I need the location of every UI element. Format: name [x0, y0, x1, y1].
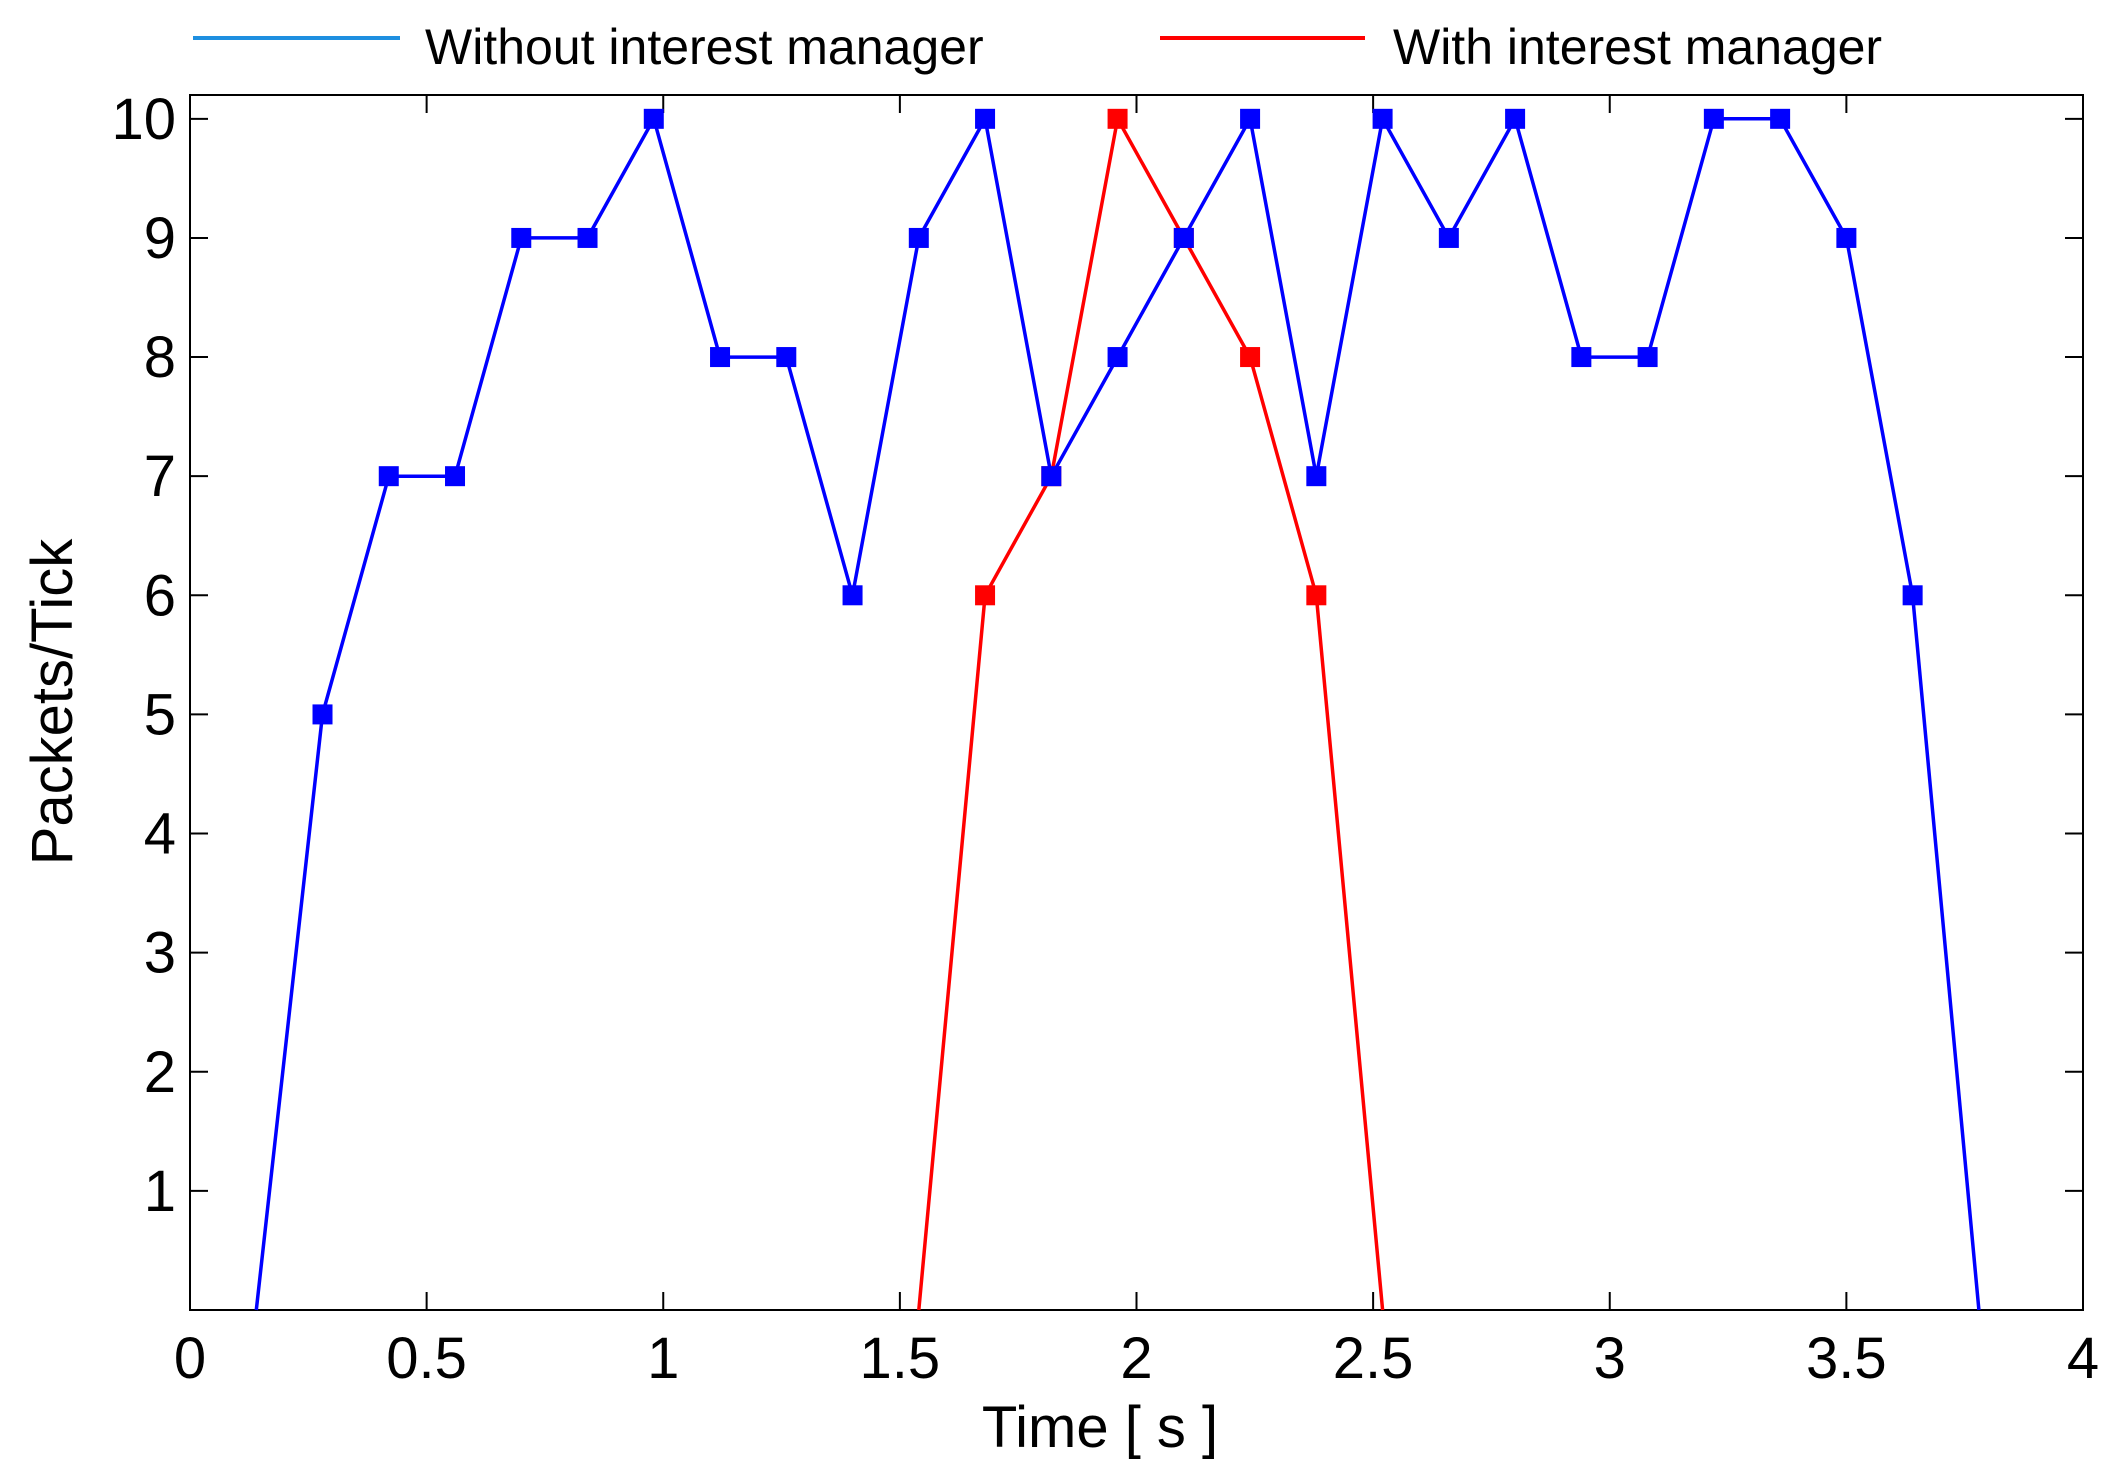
data-point — [1240, 347, 1261, 368]
y-tick-label: 1 — [144, 1159, 176, 1224]
data-point — [975, 585, 996, 606]
data-point — [975, 108, 996, 129]
data-point — [511, 227, 532, 248]
x-tick-label: 3 — [1594, 1326, 1626, 1391]
data-point — [1173, 227, 1194, 248]
x-tick-label: 0 — [174, 1326, 206, 1391]
data-point — [1505, 108, 1526, 129]
series-line-without-interest-manager — [254, 117, 1981, 1311]
legend-label-without-interest-manager: Without interest manager — [425, 19, 984, 75]
x-axis: 0 0.5 1 1.5 2 2.5 3 3.5 4 — [174, 95, 2099, 1391]
series-with-interest-manager — [917, 108, 1385, 1311]
data-point — [312, 704, 333, 725]
y-tick-label: 6 — [144, 563, 176, 628]
x-tick-label: 2 — [1120, 1326, 1152, 1391]
data-point — [776, 347, 797, 368]
data-point — [1306, 466, 1327, 487]
x-tick-label: 0.5 — [386, 1326, 467, 1391]
series-line-with-interest-manager — [917, 117, 1385, 1311]
data-point — [1571, 347, 1592, 368]
x-tick-label: 3.5 — [1806, 1326, 1887, 1391]
x-axis-title: Time [ s ] — [982, 1395, 1218, 1460]
y-axis: 1 2 3 4 5 6 7 8 9 10 — [111, 87, 2083, 1224]
data-point — [1770, 108, 1791, 129]
plot-area-frame — [189, 94, 2084, 1311]
data-point — [445, 466, 466, 487]
data-point — [1041, 466, 1062, 487]
data-point — [1240, 108, 1261, 129]
data-point — [908, 227, 929, 248]
x-tick-label: 2.5 — [1333, 1326, 1414, 1391]
y-tick-label: 8 — [144, 325, 176, 390]
data-point — [378, 466, 399, 487]
data-point — [1438, 227, 1459, 248]
data-point — [1902, 585, 1923, 606]
legend: Without interest manager With interest m… — [193, 19, 1882, 75]
y-tick-label: 7 — [144, 444, 176, 509]
x-tick-label: 1.5 — [860, 1326, 941, 1391]
data-point — [1306, 585, 1327, 606]
y-axis-title: Packets/Tick — [20, 538, 85, 866]
y-tick-label: 9 — [144, 206, 176, 271]
data-point — [1107, 347, 1128, 368]
x-tick-label: 1 — [647, 1326, 679, 1391]
series-without-interest-manager — [254, 108, 1981, 1311]
y-tick-label: 10 — [111, 87, 176, 152]
x-tick-label: 4 — [2067, 1326, 2099, 1391]
data-point — [1703, 108, 1724, 129]
data-point — [577, 227, 598, 248]
data-point — [1637, 347, 1658, 368]
y-tick-label: 3 — [144, 921, 176, 986]
data-point — [1836, 227, 1857, 248]
data-point — [643, 108, 664, 129]
y-tick-label: 2 — [144, 1040, 176, 1105]
data-point — [1107, 108, 1128, 129]
y-tick-label: 5 — [144, 682, 176, 747]
data-point — [1372, 108, 1393, 129]
y-tick-label: 4 — [144, 802, 176, 867]
series-layer — [254, 108, 1981, 1311]
data-point — [842, 585, 863, 606]
legend-label-with-interest-manager: With interest manager — [1393, 19, 1882, 75]
data-point — [710, 347, 731, 368]
